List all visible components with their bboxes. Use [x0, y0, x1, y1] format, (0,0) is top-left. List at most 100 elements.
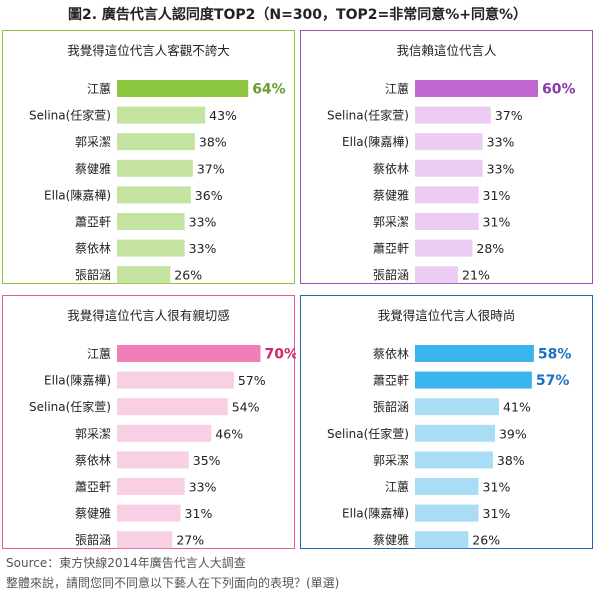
category-label: 蕭亞軒: [373, 374, 409, 388]
category-label: Ella(陳嘉樺): [44, 374, 111, 388]
category-label: 張韶涵: [75, 532, 111, 547]
value-label: 31%: [483, 506, 511, 521]
value-label: 31%: [483, 480, 511, 495]
category-label: Selina(任家萱): [327, 426, 409, 441]
category-label: Ella(陳嘉樺): [342, 507, 409, 521]
panel-title: 我信賴這位代言人: [396, 43, 497, 58]
bar: [415, 186, 479, 204]
value-label: 35%: [193, 453, 221, 468]
bar-chart-trust: 江蕙 60% Selina(任家萱) 37% Ella(陳嘉樺) 33% 蔡依林 33% 蔡健雅…: [327, 80, 576, 284]
value-label: 33%: [487, 161, 515, 176]
category-label: Selina(任家萱): [327, 108, 409, 123]
value-label: 33%: [487, 135, 515, 150]
value-label: 33%: [189, 241, 217, 256]
value-label: 31%: [185, 506, 213, 521]
figure-title: 圖2. 廣告代言人認同度TOP2（N=300，TOP2=非常同意%+同意%）: [67, 7, 528, 23]
bar: [117, 266, 171, 284]
panel-objective: 我覺得這位代言人客觀不誇大 江蕙 64% Selina(任家萱) 43% 郭采潔 38% 蔡…: [2, 30, 295, 284]
bar: [415, 531, 469, 549]
value-label: 26%: [472, 533, 500, 548]
panel-trust: 我信賴這位代言人 江蕙 60% Selina(任家萱) 37% Ella(陳嘉樺) 33%…: [300, 30, 593, 284]
category-label: 蔡依林: [373, 346, 409, 361]
value-label: 38%: [497, 453, 525, 468]
bar: [415, 106, 491, 124]
bar: [415, 345, 534, 362]
value-label: 33%: [189, 215, 217, 230]
bar: [117, 398, 228, 416]
panel-friendly: 我覺得這位代言人很有親切感 江蕙 70% Ella(陳嘉樺) 57% Selina(任家…: [2, 295, 297, 549]
bar: [117, 186, 191, 204]
category-label: 蔡健雅: [75, 161, 111, 176]
value-label: 36%: [195, 188, 223, 203]
bar: [415, 371, 532, 389]
bar: [117, 80, 249, 97]
bar: [117, 133, 195, 151]
value-label: 38%: [199, 135, 227, 150]
bar: [117, 531, 173, 549]
bar-chart-friendly: 江蕙 70% Ella(陳嘉樺) 57% Selina(任家萱) 54% 郭采潔 46% 蔡依林…: [29, 345, 297, 549]
value-label: 60%: [542, 82, 576, 98]
panel-title: 我覺得這位代言人很有親切感: [67, 308, 230, 323]
bar: [117, 451, 189, 469]
value-label: 41%: [503, 400, 531, 415]
category-label: 張韶涵: [373, 267, 409, 282]
bar: [117, 371, 234, 389]
category-label: 郭采潔: [75, 135, 111, 149]
value-label: 33%: [189, 480, 217, 495]
category-label: 蕭亞軒: [373, 242, 409, 256]
category-label: 蕭亞軒: [75, 480, 111, 494]
category-label: Ella(陳嘉樺): [342, 135, 409, 149]
bar: [117, 424, 212, 442]
panel-title: 我覺得這位代言人客觀不誇大: [67, 43, 230, 58]
bar: [117, 478, 185, 495]
category-label: 蔡依林: [75, 452, 111, 467]
category-label: 蕭亞軒: [75, 215, 111, 229]
value-label: 28%: [476, 241, 504, 256]
value-label: 70%: [265, 347, 297, 363]
category-label: 郭采潔: [373, 453, 409, 467]
value-label: 57%: [238, 373, 266, 388]
value-label: 58%: [538, 347, 572, 363]
category-label: 蔡健雅: [373, 532, 409, 547]
category-label: 蔡依林: [373, 161, 409, 176]
bar: [415, 451, 493, 469]
bar: [117, 213, 185, 230]
value-label: 64%: [252, 82, 286, 98]
value-label: 27%: [176, 533, 204, 548]
bar-chart-fashion: 蔡依林 58% 蕭亞軒 57% 張韶涵 41% Selina(任家萱) 39% 郭采潔 38% 江蕙…: [327, 345, 572, 549]
category-label: 蔡依林: [75, 241, 111, 256]
bar: [415, 133, 483, 151]
value-label: 54%: [232, 400, 260, 415]
value-label: 43%: [209, 108, 237, 123]
category-label: 江蕙: [385, 82, 409, 96]
panel-title: 我覺得這位代言人很時尚: [377, 308, 516, 323]
bar: [117, 345, 261, 362]
value-label: 37%: [495, 108, 523, 123]
category-label: 張韶涵: [75, 267, 111, 282]
bar: [415, 80, 538, 97]
panel-fashion: 我覺得這位代言人很時尚 蔡依林 58% 蕭亞軒 57% 張韶涵 41% Selina(任家萱…: [300, 295, 593, 549]
category-label: 張韶涵: [373, 399, 409, 414]
category-label: 江蕙: [385, 480, 409, 494]
value-label: 31%: [483, 215, 511, 230]
category-label: Selina(任家萱): [29, 399, 111, 414]
value-label: 39%: [499, 426, 527, 441]
bar: [415, 213, 479, 230]
bar: [415, 424, 495, 442]
bar-chart-objective: 江蕙 64% Selina(任家萱) 43% 郭采潔 38% 蔡健雅 37% Ella(陳嘉樺)…: [29, 80, 286, 284]
bar: [415, 504, 479, 522]
bar: [117, 504, 181, 522]
category-label: 蔡健雅: [373, 187, 409, 202]
source-text: Source：東方快線2014年廣告代言人大調查: [6, 556, 246, 570]
category-label: 蔡健雅: [75, 506, 111, 521]
value-label: 21%: [462, 268, 490, 283]
value-label: 31%: [483, 188, 511, 203]
question-note: 整體來說，請問您同不同意以下藝人在下列面向的表現？(單選): [6, 576, 340, 590]
bar: [415, 159, 483, 177]
bar: [415, 239, 473, 257]
bar: [117, 159, 193, 177]
value-label: 46%: [215, 426, 243, 441]
bar: [117, 239, 185, 257]
category-label: 江蕙: [87, 347, 111, 361]
value-label: 37%: [197, 161, 225, 176]
